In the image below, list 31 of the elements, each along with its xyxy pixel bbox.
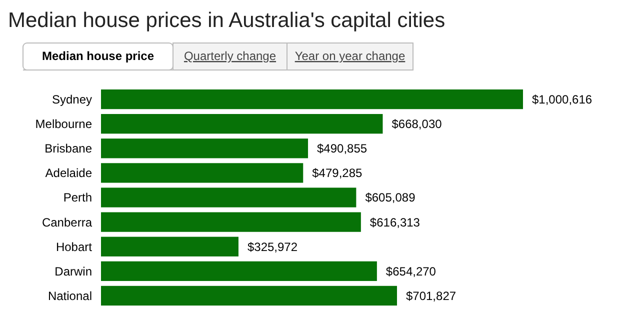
bar: [101, 261, 377, 281]
bar: [101, 212, 361, 232]
tab[interactable]: Median house price: [22, 42, 174, 70]
data-label: $668,030: [392, 117, 442, 132]
y-tick-label: Melbourne: [35, 117, 92, 132]
y-tick-label: Brisbane: [44, 142, 92, 156]
chart-title: Median house prices in Australia's capital cities: [8, 9, 446, 32]
y-tick-label: Hobart: [56, 240, 93, 254]
bar: [101, 114, 383, 134]
bar: [101, 89, 523, 110]
bar: [101, 286, 397, 306]
data-label: $1,000,616: [532, 92, 592, 106]
y-tick-label: Sydney: [52, 92, 92, 106]
y-tick-label: National: [48, 288, 92, 303]
data-label: $616,313: [370, 215, 420, 230]
data-label: $325,972: [247, 240, 298, 254]
y-tick-label: Adelaide: [45, 166, 92, 180]
bar: [101, 236, 238, 256]
data-label: $490,855: [317, 142, 368, 156]
tab[interactable]: Quarterly change: [172, 42, 288, 70]
tab[interactable]: Year on year change: [286, 42, 414, 70]
data-label: $701,827: [406, 288, 456, 303]
y-tick-label: Canberra: [42, 215, 92, 230]
bar: [101, 163, 304, 183]
data-label: $479,285: [312, 166, 363, 180]
data-label: $654,270: [386, 264, 436, 278]
y-tick-label: Darwin: [54, 264, 92, 278]
bar: [101, 188, 356, 208]
y-tick-label: Perth: [63, 190, 92, 205]
bar: [101, 138, 308, 158]
data-label: $605,089: [365, 190, 416, 205]
